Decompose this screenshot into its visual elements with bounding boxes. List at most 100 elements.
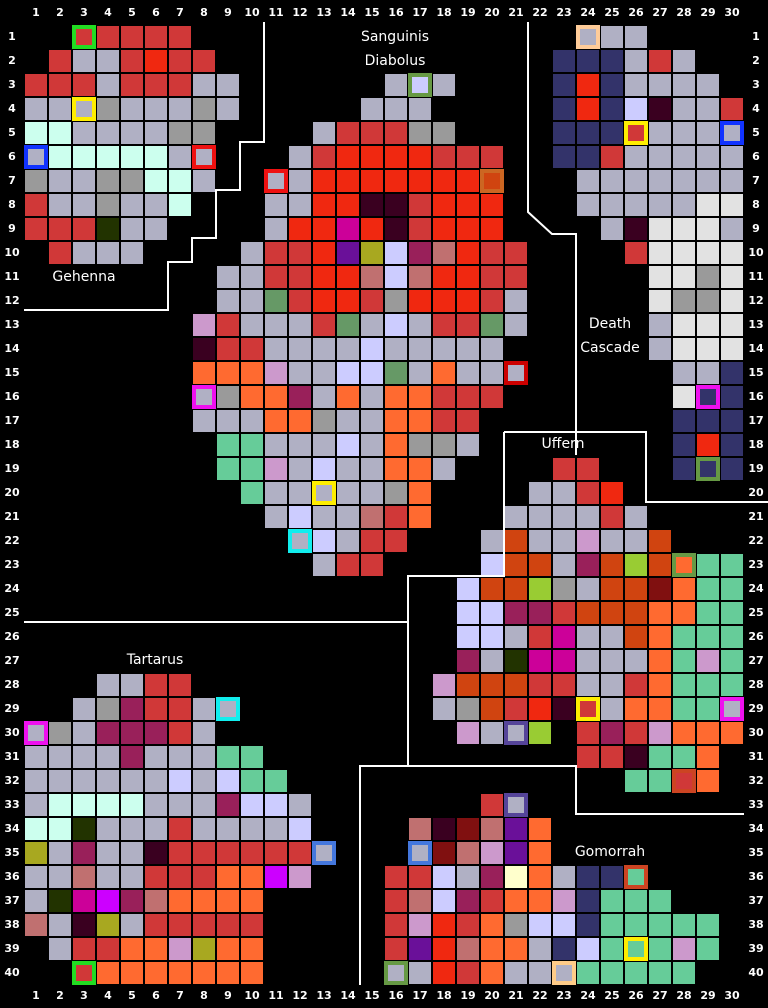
row-label: 33 xyxy=(4,798,19,811)
cell xyxy=(673,698,695,720)
cell xyxy=(433,122,455,144)
cell xyxy=(409,962,431,984)
cell xyxy=(505,242,527,264)
cell xyxy=(145,218,167,240)
cell-marker xyxy=(624,121,648,145)
cell xyxy=(193,170,215,192)
cell xyxy=(97,722,119,744)
cell xyxy=(73,746,95,768)
cell xyxy=(193,818,215,840)
cell xyxy=(697,650,719,672)
row-label: 17 xyxy=(4,414,19,427)
cell xyxy=(121,218,143,240)
cell xyxy=(265,266,287,288)
cell xyxy=(409,170,431,192)
cell xyxy=(481,842,503,864)
cell xyxy=(73,146,95,168)
row-label: 29 xyxy=(4,702,19,715)
cell xyxy=(457,386,479,408)
column-label: 14 xyxy=(340,6,356,19)
cell xyxy=(361,386,383,408)
cell xyxy=(433,818,455,840)
cell xyxy=(361,242,383,264)
cell xyxy=(217,962,239,984)
cell xyxy=(433,194,455,216)
border xyxy=(504,431,768,503)
column-label: 29 xyxy=(700,989,715,1002)
column-label: 11 xyxy=(268,989,283,1002)
cell xyxy=(73,722,95,744)
cell xyxy=(385,914,407,936)
cell xyxy=(505,506,527,528)
cell xyxy=(673,242,695,264)
cell xyxy=(193,362,215,384)
cell xyxy=(409,914,431,936)
cell xyxy=(601,962,623,984)
cell xyxy=(73,890,95,912)
cell xyxy=(577,650,599,672)
row-label: 14 xyxy=(4,342,20,355)
cell xyxy=(193,74,215,96)
cell xyxy=(145,866,167,888)
cell xyxy=(433,674,455,696)
cell xyxy=(601,122,623,144)
cell xyxy=(169,866,191,888)
cell xyxy=(697,578,719,600)
cell xyxy=(241,962,263,984)
row-label: 21 xyxy=(4,510,19,523)
cell xyxy=(385,890,407,912)
row-label: 28 xyxy=(4,678,19,691)
cell xyxy=(337,362,359,384)
cell xyxy=(529,626,551,648)
cell xyxy=(409,890,431,912)
cell xyxy=(529,914,551,936)
column-label: 20 xyxy=(484,989,500,1002)
cell xyxy=(385,122,407,144)
cell xyxy=(697,626,719,648)
cell xyxy=(577,458,599,480)
cell xyxy=(697,770,719,792)
cell xyxy=(73,842,95,864)
row-label: 35 xyxy=(748,846,763,859)
column-label: 23 xyxy=(556,6,571,19)
cell xyxy=(361,218,383,240)
cell-marker xyxy=(72,97,96,121)
cell xyxy=(25,746,47,768)
cell xyxy=(553,890,575,912)
cell xyxy=(577,554,599,576)
column-label: 6 xyxy=(152,989,160,1002)
row-label: 25 xyxy=(4,606,19,619)
cell xyxy=(553,866,575,888)
cell xyxy=(25,914,47,936)
cell xyxy=(241,266,263,288)
cell xyxy=(721,218,743,240)
cell xyxy=(577,50,599,72)
cell xyxy=(289,242,311,264)
column-label: 23 xyxy=(556,989,571,1002)
cell xyxy=(193,842,215,864)
row-label: 12 xyxy=(4,294,19,307)
cell xyxy=(577,26,599,48)
cell xyxy=(433,146,455,168)
region-label: Cascade xyxy=(580,340,639,356)
cell xyxy=(577,602,599,624)
cell xyxy=(73,74,95,96)
cell xyxy=(433,938,455,960)
cell xyxy=(409,194,431,216)
row-label: 9 xyxy=(8,222,16,235)
cell xyxy=(625,170,647,192)
cell xyxy=(337,266,359,288)
cell xyxy=(577,698,599,720)
cell xyxy=(337,506,359,528)
column-label: 18 xyxy=(436,6,451,19)
column-label: 16 xyxy=(388,6,404,19)
row-label: 8 xyxy=(752,198,760,211)
cell xyxy=(481,146,503,168)
cell xyxy=(193,962,215,984)
cell xyxy=(121,26,143,48)
column-label: 8 xyxy=(200,989,208,1002)
row-label: 5 xyxy=(8,126,16,139)
column-label: 22 xyxy=(532,989,547,1002)
region-label: Tartarus xyxy=(126,652,184,668)
cell xyxy=(577,578,599,600)
